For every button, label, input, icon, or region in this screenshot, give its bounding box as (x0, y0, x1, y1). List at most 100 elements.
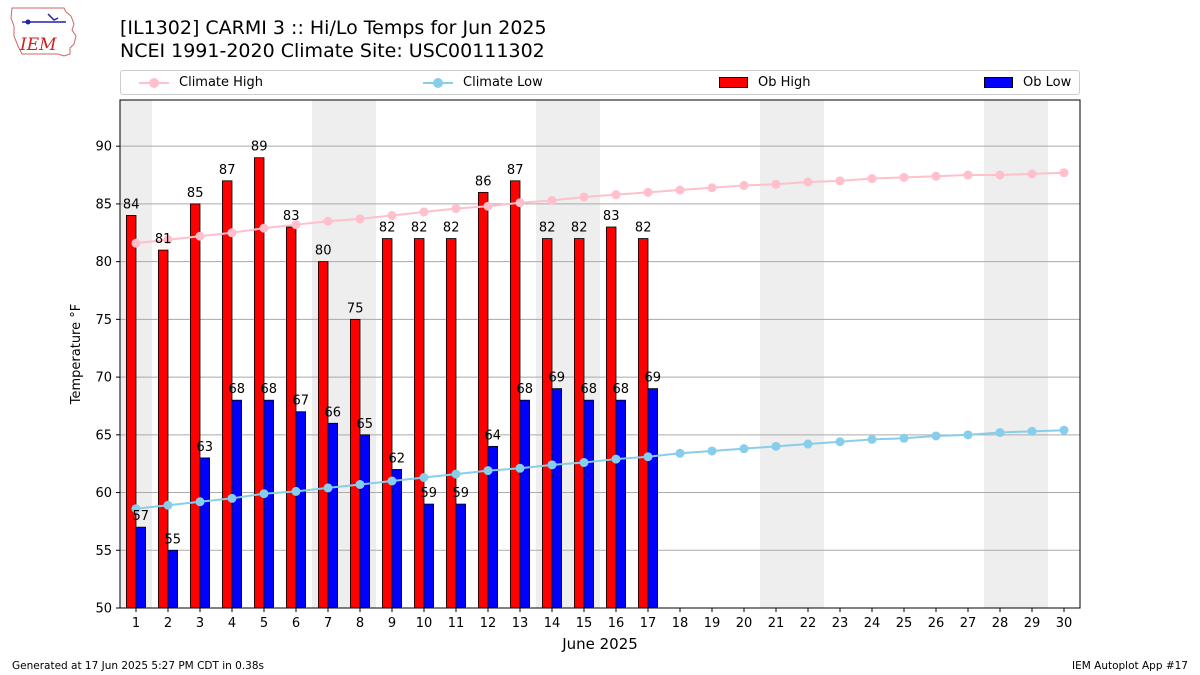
ob-low-value-label: 62 (389, 451, 406, 466)
climate-low-point (835, 437, 845, 447)
climate-high-point (163, 235, 173, 245)
ob-low-bar (583, 399, 595, 609)
climate-high-point (963, 170, 973, 180)
ob-low-value-label: 69 (645, 371, 662, 386)
ob-low-value-label: 68 (261, 382, 278, 397)
legend-climate-low: Climate Low (423, 71, 543, 94)
x-tick-label: 23 (832, 616, 849, 631)
climate-high-point (707, 183, 717, 193)
climate-low-point (803, 439, 813, 449)
x-tick-label: 24 (864, 616, 881, 631)
climate-low-point (355, 479, 365, 489)
legend-ob-low-label: Ob Low (1023, 75, 1072, 90)
y-axis-label: Temperature °F (69, 304, 84, 405)
climate-low-point (419, 473, 429, 483)
ob-high-value-label: 83 (283, 209, 300, 224)
ob-low-bar (231, 399, 243, 609)
climate-low-point (259, 489, 269, 499)
ob-high-value-label: 85 (187, 186, 204, 201)
climate-high-point (547, 195, 557, 205)
ob-low-bar (455, 503, 467, 609)
ob-low-value-label: 59 (453, 486, 470, 501)
x-tick-label: 2 (164, 616, 172, 631)
x-tick-label: 1 (132, 616, 140, 631)
ob-low-bar (327, 422, 339, 609)
y-tick-label: 75 (95, 313, 112, 328)
x-tick-label: 21 (768, 616, 785, 631)
climate-high-point (739, 180, 749, 190)
x-tick-label: 6 (292, 616, 300, 631)
ob-low-bar (167, 549, 179, 609)
ob-high-value-label: 82 (411, 221, 428, 236)
footer-generated-text: Generated at 17 Jun 2025 5:27 PM CDT in … (12, 660, 265, 672)
ob-low-bar (295, 411, 307, 609)
ob-high-value-label: 83 (603, 209, 620, 224)
climate-low-point (643, 452, 653, 462)
climate-high-point (259, 223, 269, 233)
x-tick-label: 26 (928, 616, 945, 631)
climate-low-point (547, 460, 557, 470)
x-tick-label: 18 (672, 616, 689, 631)
ob-low-bar (519, 399, 531, 609)
weekend-shade (984, 100, 1048, 608)
ob-low-value-label: 59 (421, 486, 438, 501)
climate-high-point (867, 174, 877, 184)
climate-high-point (899, 172, 909, 182)
y-tick-label: 65 (95, 428, 112, 443)
climate-high-point (675, 185, 685, 195)
ob-low-bar (423, 503, 435, 609)
ob-high-bar (157, 249, 169, 609)
chart-title: [IL1302] CARMI 3 :: Hi/Lo Temps for Jun … (120, 17, 547, 39)
climate-low-point (515, 463, 525, 473)
climate-high-point (291, 220, 301, 230)
ob-low-value-label: 68 (517, 382, 534, 397)
y-tick-label: 90 (95, 140, 112, 155)
x-tick-label: 7 (324, 616, 332, 631)
weekend-shade (760, 100, 824, 608)
climate-low-point (163, 500, 173, 510)
ob-high-bar (349, 318, 361, 609)
ob-low-value-label: 65 (357, 417, 374, 432)
ob-high-value-label: 75 (347, 301, 364, 316)
climate-low-point (451, 469, 461, 479)
ob-low-bar (135, 526, 147, 609)
y-tick-label: 55 (95, 544, 112, 559)
climate-low-point (899, 433, 909, 443)
climate-high-point (323, 216, 333, 226)
ob-low-value-label: 69 (549, 371, 566, 386)
ob-low-value-label: 63 (197, 440, 214, 455)
ob-high-bar (542, 238, 553, 609)
ob-low-value-label: 68 (229, 382, 246, 397)
climate-high-point (419, 207, 429, 217)
climate-low-point (323, 483, 333, 493)
ob-high-bar (189, 203, 201, 609)
x-tick-label: 11 (448, 616, 465, 631)
ob-high-value-label: 80 (315, 244, 332, 259)
x-tick-label: 17 (640, 616, 657, 631)
x-tick-label: 20 (736, 616, 753, 631)
legend-climate-high-label: Climate High (179, 75, 264, 90)
x-tick-label: 12 (480, 616, 497, 631)
ob-high-bar (381, 238, 393, 609)
x-tick-label: 28 (992, 616, 1009, 631)
iem-logo: IEM (10, 7, 77, 57)
climate-high-point (611, 190, 621, 200)
climate-high-point (771, 179, 781, 189)
climate-low-point (771, 441, 781, 451)
climate-low-point (739, 444, 749, 454)
x-tick-label: 9 (388, 616, 396, 631)
ob-low-bar (359, 434, 371, 609)
ob-high-value-label: 87 (219, 163, 236, 178)
ob-high-bar (126, 215, 137, 609)
y-tick-label: 70 (95, 371, 112, 386)
chart-legend: Climate High Climate Low Ob High Ob Low (120, 70, 1080, 95)
climate-low-point (291, 486, 301, 496)
climate-high-point (483, 201, 493, 211)
ob-high-bar (477, 191, 489, 609)
ob-high-bar (606, 226, 617, 609)
chart-subtitle: NCEI 1991-2020 Climate Site: USC00111302 (120, 40, 545, 62)
climate-low-point (387, 476, 397, 486)
ob-low-bar (551, 388, 563, 609)
climate-high-point (387, 210, 397, 220)
